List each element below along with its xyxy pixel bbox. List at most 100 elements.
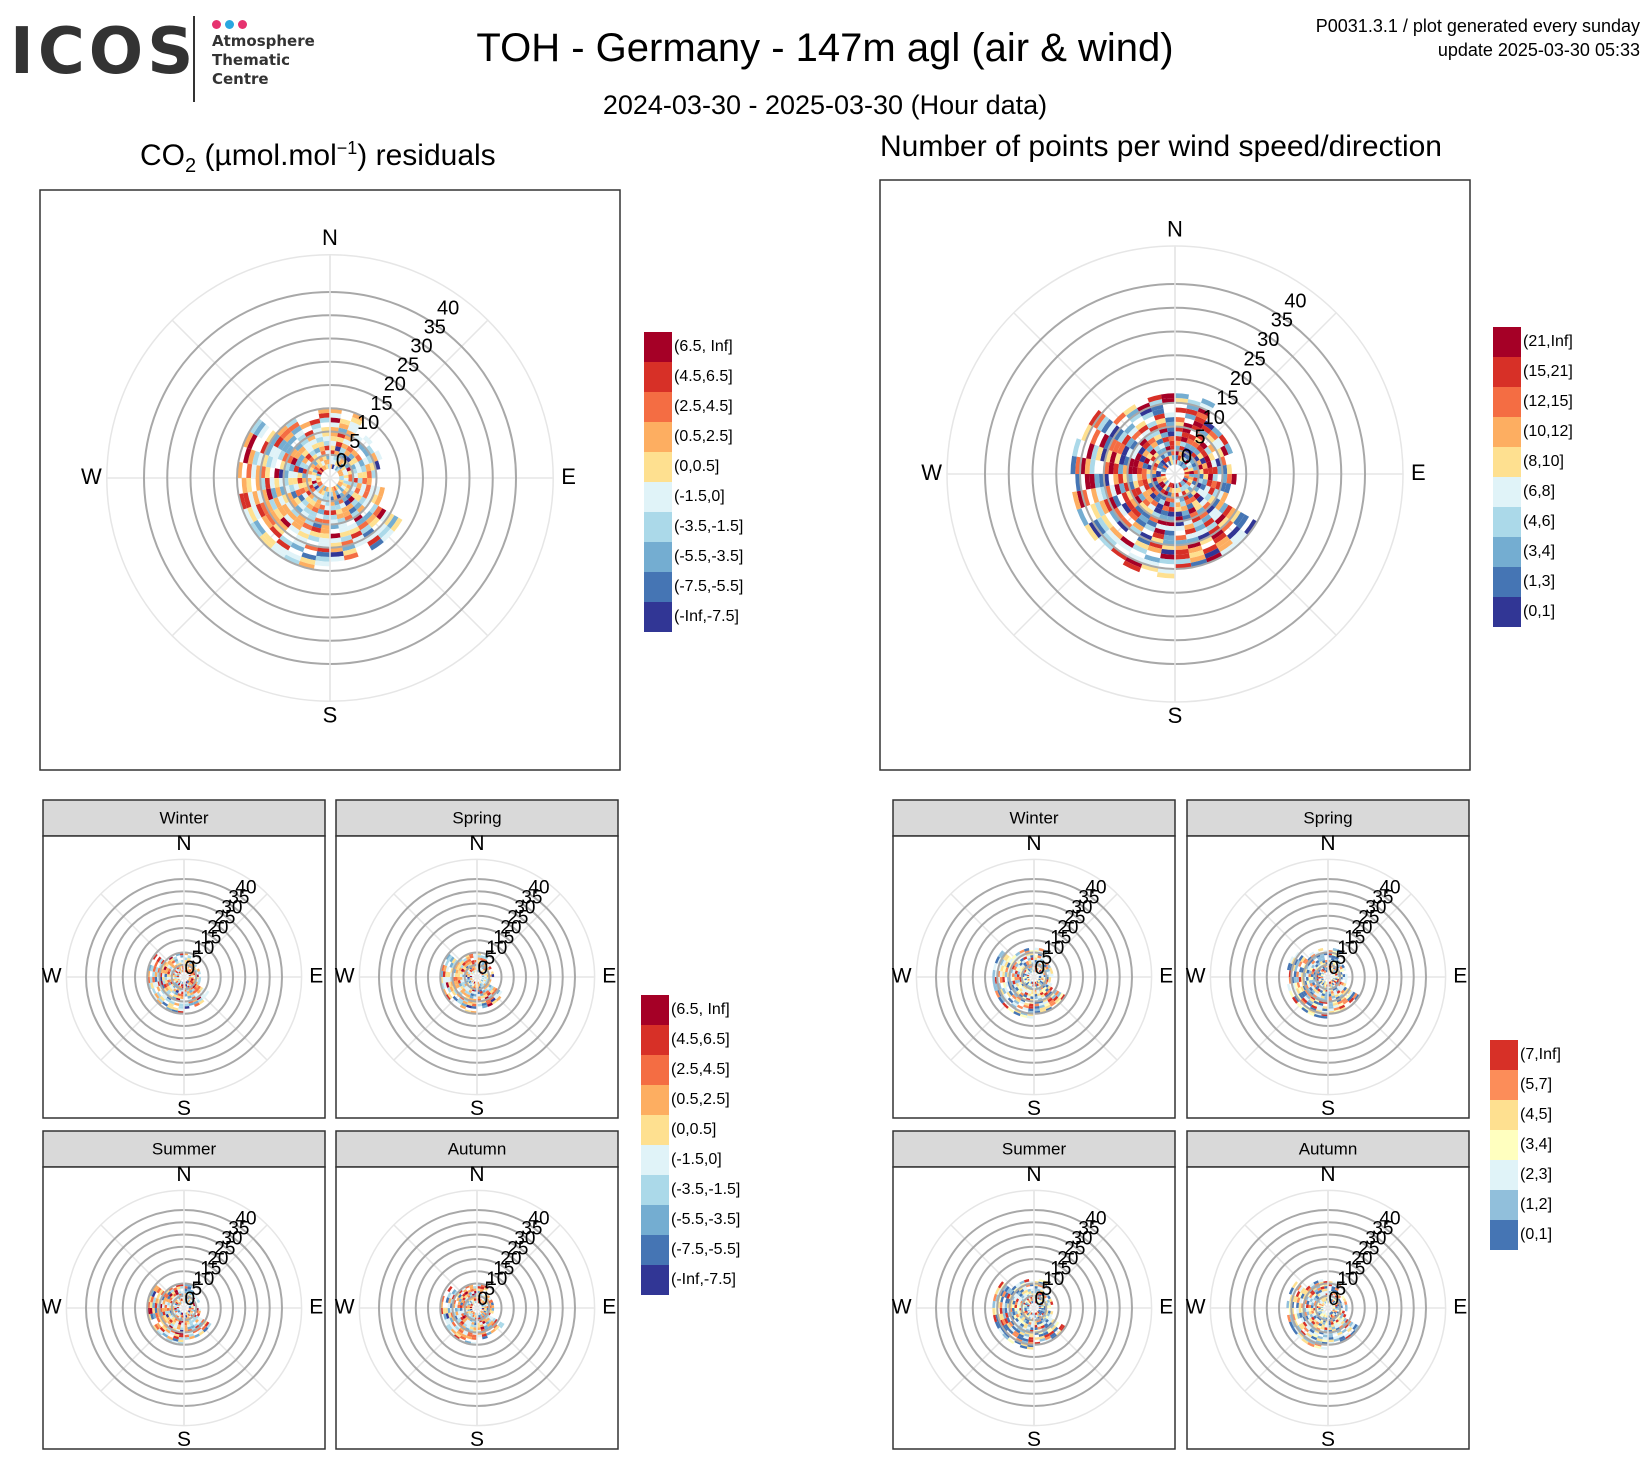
data-cell — [1298, 1302, 1302, 1308]
data-cell — [1320, 1308, 1324, 1310]
data-cell — [176, 1300, 180, 1304]
data-cell — [1187, 464, 1193, 470]
data-cell — [1313, 1013, 1322, 1019]
data-cell — [344, 434, 354, 442]
data-cell — [1212, 466, 1218, 474]
data-cell — [1034, 981, 1037, 985]
data-cell — [477, 1285, 481, 1289]
data-cell — [242, 508, 254, 525]
data-cell — [275, 486, 282, 498]
legend-swatch — [1490, 1190, 1518, 1220]
data-cell — [343, 478, 349, 482]
data-cell — [1043, 1323, 1049, 1328]
data-cell — [1229, 528, 1245, 544]
data-cell — [1007, 1328, 1014, 1335]
data-cell — [152, 971, 156, 977]
data-cell — [481, 1333, 488, 1337]
data-cell — [1040, 1309, 1044, 1312]
data-cell — [1324, 1298, 1327, 1302]
data-cell — [471, 980, 474, 983]
data-cell — [1308, 1317, 1313, 1323]
data-cell — [317, 508, 325, 515]
data-cell — [1015, 1298, 1020, 1303]
data-cell — [313, 466, 320, 472]
data-cell — [478, 967, 481, 971]
data-cell — [1337, 949, 1343, 954]
data-cell — [1332, 977, 1336, 980]
data-cell — [1163, 500, 1171, 507]
data-cell — [1308, 1310, 1312, 1315]
logo-line: Thematic — [212, 51, 291, 69]
data-cell — [1333, 1006, 1340, 1011]
data-cell — [469, 1326, 474, 1330]
data-cell — [1023, 948, 1030, 952]
data-cell — [1233, 512, 1245, 526]
data-cell — [293, 451, 302, 460]
compass-east-label: E — [309, 1296, 323, 1319]
data-cell — [297, 478, 303, 484]
data-cell — [1184, 459, 1190, 465]
data-cell — [1215, 535, 1230, 549]
data-cell — [1308, 1304, 1312, 1308]
data-cell — [486, 992, 492, 997]
data-cell — [369, 503, 379, 514]
data-cell — [470, 973, 473, 976]
data-cell — [1306, 961, 1312, 966]
data-cell — [270, 457, 278, 469]
data-cell — [460, 989, 465, 994]
data-cell — [1182, 478, 1188, 484]
title-residuals: ) residuals — [357, 139, 496, 172]
radial-tick-label: 10 — [193, 938, 214, 959]
data-cell — [1298, 1292, 1303, 1298]
radial-tick-label: 15 — [1344, 928, 1365, 949]
data-cell — [1150, 403, 1164, 412]
data-cell — [474, 1312, 477, 1316]
data-cell — [468, 1291, 472, 1296]
data-cell — [1037, 968, 1041, 972]
data-cell — [492, 1323, 498, 1329]
data-cell — [292, 471, 298, 478]
data-cell — [1294, 1296, 1299, 1303]
data-cell — [189, 1311, 193, 1315]
data-cell — [490, 1316, 494, 1321]
data-cell — [467, 1306, 470, 1308]
data-cell — [1142, 490, 1150, 499]
data-cell — [1046, 1320, 1051, 1325]
data-cell — [1184, 474, 1190, 477]
data-cell — [1036, 980, 1039, 984]
data-cell — [472, 1314, 475, 1318]
data-cell — [1328, 981, 1331, 985]
radial-tick-label: 30 — [514, 898, 535, 919]
data-cell — [316, 479, 322, 483]
data-cell — [1302, 990, 1308, 996]
data-cell — [242, 431, 254, 448]
data-cell — [167, 1302, 171, 1306]
data-cell — [1015, 1313, 1020, 1318]
legend-swatch — [641, 1265, 669, 1295]
data-cell — [155, 1330, 162, 1337]
data-cell — [276, 538, 291, 551]
data-cell — [253, 421, 266, 437]
data-cell — [1141, 468, 1147, 474]
data-cell — [330, 551, 344, 558]
data-cell — [1005, 1297, 1009, 1304]
data-cell — [177, 968, 181, 972]
data-cell — [1299, 1297, 1303, 1304]
data-cell — [187, 1311, 190, 1314]
data-cell — [154, 971, 158, 977]
data-cell — [1092, 519, 1106, 536]
legend-label: (4,5] — [1520, 1106, 1552, 1123]
facet-strip-count-winter: Winter — [892, 799, 1176, 837]
data-cell — [1346, 1320, 1352, 1326]
data-cell — [1014, 986, 1019, 992]
data-cell — [1333, 1004, 1339, 1009]
data-cell — [479, 1321, 483, 1325]
data-cell — [994, 1321, 1001, 1329]
data-cell — [1339, 961, 1344, 966]
data-cell — [1305, 1308, 1309, 1312]
data-cell — [1210, 528, 1224, 540]
legend-label: (-Inf,-7.5] — [674, 608, 739, 625]
data-cell — [481, 1002, 488, 1006]
data-cell — [152, 1313, 157, 1319]
